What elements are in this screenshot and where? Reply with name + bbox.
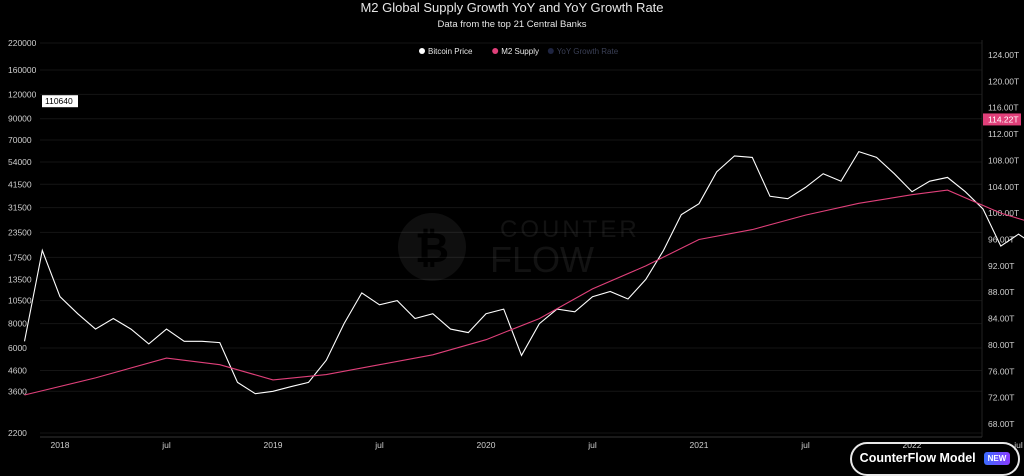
x-axis-tick: 2019 xyxy=(264,440,283,450)
right-axis-tick: 120.00T xyxy=(988,76,1019,86)
counterflow-model-button[interactable]: CounterFlow Model NEW xyxy=(850,442,1020,476)
right-axis-tick: 92.00T xyxy=(988,261,1014,271)
right-axis-tick: 76.00T xyxy=(988,366,1014,376)
right-axis-tick: 68.00T xyxy=(988,419,1014,429)
left-axis-tick: 8000 xyxy=(8,319,27,329)
left-axis-tick: 17500 xyxy=(8,252,32,262)
chart-subtitle: Data from the top 21 Central Banks xyxy=(438,19,587,30)
x-axis-tick: 2021 xyxy=(690,440,709,450)
legend-marker xyxy=(419,48,425,54)
bitcoin-last-value: 110640 xyxy=(45,96,73,106)
svg-text:₿: ₿ xyxy=(415,224,449,271)
x-axis-tick: jul xyxy=(161,440,171,450)
left-axis-tick: 160000 xyxy=(8,65,37,75)
left-axis-tick: 6000 xyxy=(8,343,27,353)
right-axis-tick: 80.00T xyxy=(988,340,1014,350)
left-axis-tick: 220000 xyxy=(8,38,37,48)
right-axis-tick: 84.00T xyxy=(988,314,1014,324)
left-axis-tick: 23500 xyxy=(8,227,32,237)
new-badge: NEW xyxy=(984,452,1011,465)
left-axis-tick: 41500 xyxy=(8,179,32,189)
legend-marker xyxy=(492,48,498,54)
right-axis-tick: 116.00T xyxy=(988,103,1019,113)
right-axis-tick: 124.00T xyxy=(988,50,1019,60)
right-axis-tick: 108.00T xyxy=(988,155,1019,165)
legend-label[interactable]: Bitcoin Price xyxy=(428,47,473,56)
left-axis-tick: 70000 xyxy=(8,135,32,145)
x-axis-tick: jul xyxy=(587,440,597,450)
x-axis-tick: jul xyxy=(374,440,384,450)
left-axis-tick: 2200 xyxy=(8,428,27,438)
chart: M2 Global Supply Growth YoY and YoY Grow… xyxy=(0,0,1024,466)
left-axis-tick: 3600 xyxy=(8,386,27,396)
svg-text:FLOW: FLOW xyxy=(490,239,594,280)
right-axis-tick: 88.00T xyxy=(988,287,1014,297)
left-axis-tick: 13500 xyxy=(8,274,32,284)
right-axis-tick: 72.00T xyxy=(988,393,1014,403)
x-axis-tick: 2018 xyxy=(51,440,70,450)
chart-title: M2 Global Supply Growth YoY and YoY Grow… xyxy=(360,0,663,15)
legend-marker xyxy=(548,48,554,54)
watermark: ₿ COUNTER FLOW xyxy=(398,213,640,281)
left-axis-tick: 4600 xyxy=(8,366,27,376)
counterflow-model-label: CounterFlow Model xyxy=(860,451,976,465)
legend-label[interactable]: M2 Supply xyxy=(501,47,539,56)
left-axis-tick: 10500 xyxy=(8,296,32,306)
right-axis-tick: 104.00T xyxy=(988,182,1019,192)
left-axis-tick: 31500 xyxy=(8,203,32,213)
m2-last-value: 114.22T xyxy=(988,114,1019,124)
right-axis-tick: 112.00T xyxy=(988,129,1019,139)
left-axis-tick: 90000 xyxy=(8,114,32,124)
left-axis-tick: 54000 xyxy=(8,157,32,167)
x-axis-tick: 2020 xyxy=(477,440,496,450)
left-axis-tick: 120000 xyxy=(8,89,37,99)
legend-label[interactable]: YoY Growth Rate xyxy=(557,47,619,56)
legend: Bitcoin Price M2 Supply YoY Growth Rate xyxy=(419,47,619,56)
x-axis-tick: jul xyxy=(800,440,810,450)
